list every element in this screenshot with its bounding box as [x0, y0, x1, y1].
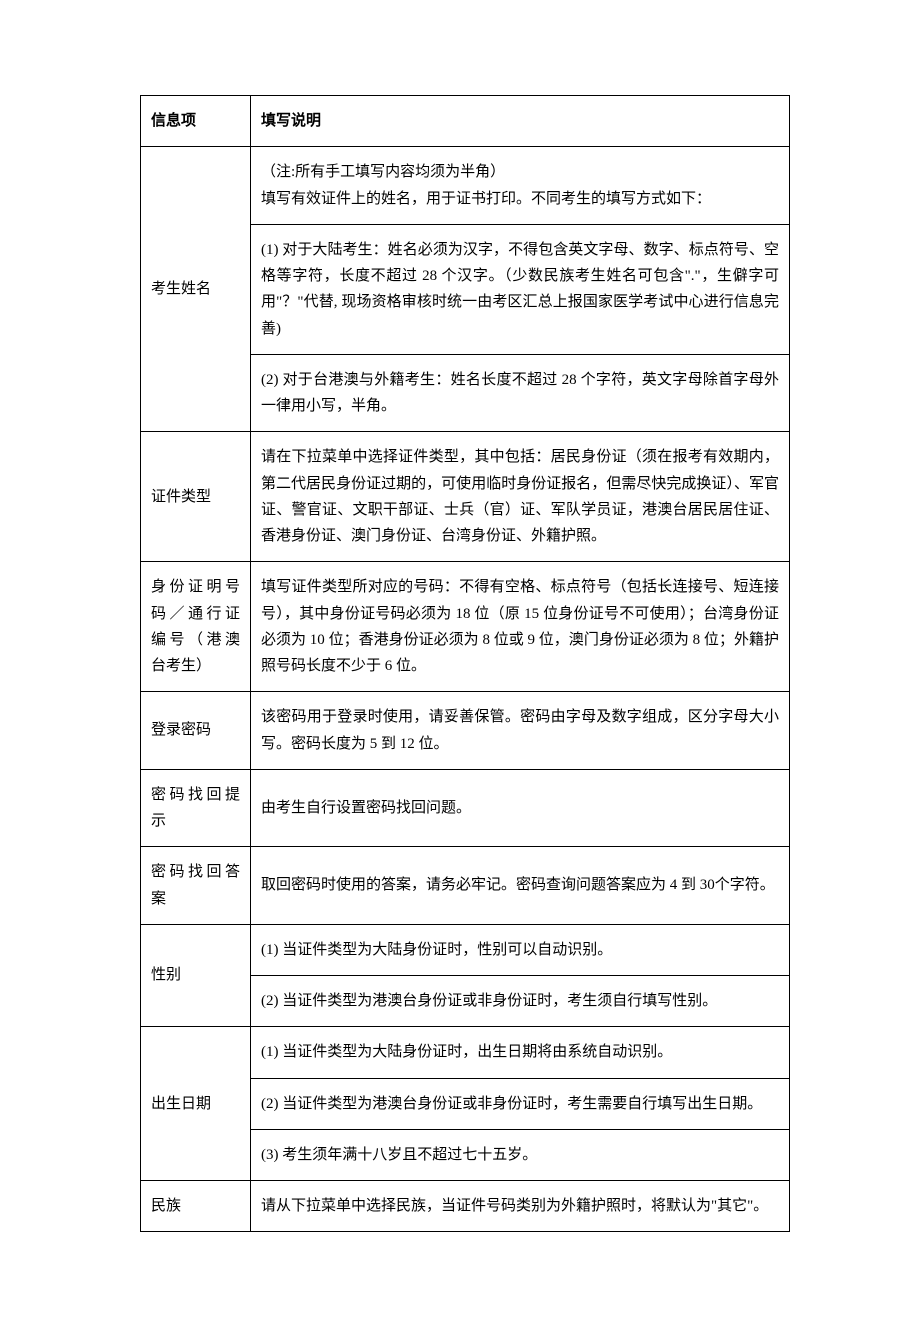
info-table: 信息项 填写说明 考生姓名 （注:所有手工填写内容均须为半角）填写有效证件上的姓… [140, 95, 790, 1232]
row-label: 出生日期 [141, 1027, 251, 1181]
row-label: 民族 [141, 1181, 251, 1232]
row-cell: (1) 当证件类型为大陆身份证时，性别可以自动识别。 [251, 924, 790, 975]
row-cell: (2) 当证件类型为港澳台身份证或非身份证时，考生需要自行填写出生日期。 [251, 1078, 790, 1129]
row-label: 性别 [141, 924, 251, 1027]
table-row: 证件类型 请在下拉菜单中选择证件类型，其中包括：居民身份证（须在报考有效期内，第… [141, 432, 790, 562]
row-cell: 填写证件类型所对应的号码：不得有空格、标点符号（包括长连接号、短连接号），其中身… [251, 562, 790, 692]
row-cell: 请在下拉菜单中选择证件类型，其中包括：居民身份证（须在报考有效期内，第二代居民身… [251, 432, 790, 562]
row-cell: (1) 对于大陆考生：姓名必须为汉字，不得包含英文字母、数字、标点符号、空格等字… [251, 224, 790, 354]
header-col1: 信息项 [141, 96, 251, 147]
row-cell: （注:所有手工填写内容均须为半角）填写有效证件上的姓名，用于证书打印。不同考生的… [251, 147, 790, 225]
table-row: 密码找回提示 由考生自行设置密码找回问题。 [141, 769, 790, 847]
table-header-row: 信息项 填写说明 [141, 96, 790, 147]
table-row: 民族 请从下拉菜单中选择民族，当证件号码类别为外籍护照时，将默认为"其它"。 [141, 1181, 790, 1232]
table-row: 性别 (1) 当证件类型为大陆身份证时，性别可以自动识别。 [141, 924, 790, 975]
row-cell: (2) 当证件类型为港澳台身份证或非身份证时，考生须自行填写性别。 [251, 976, 790, 1027]
header-col2: 填写说明 [251, 96, 790, 147]
row-label: 密码找回答案 [141, 847, 251, 925]
table-row: 考生姓名 （注:所有手工填写内容均须为半角）填写有效证件上的姓名，用于证书打印。… [141, 147, 790, 225]
row-cell: 该密码用于登录时使用，请妥善保管。密码由字母及数字组成，区分字母大小写。密码长度… [251, 692, 790, 770]
table-row: 身份证明号码／通行证编号（港澳台考生） 填写证件类型所对应的号码：不得有空格、标… [141, 562, 790, 692]
row-cell: 由考生自行设置密码找回问题。 [251, 769, 790, 847]
row-label: 登录密码 [141, 692, 251, 770]
table-row: 出生日期 (1) 当证件类型为大陆身份证时，出生日期将由系统自动识别。 [141, 1027, 790, 1078]
row-cell: 请从下拉菜单中选择民族，当证件号码类别为外籍护照时，将默认为"其它"。 [251, 1181, 790, 1232]
row-cell: (1) 当证件类型为大陆身份证时，出生日期将由系统自动识别。 [251, 1027, 790, 1078]
row-label: 身份证明号码／通行证编号（港澳台考生） [141, 562, 251, 692]
table-row: 登录密码 该密码用于登录时使用，请妥善保管。密码由字母及数字组成，区分字母大小写… [141, 692, 790, 770]
row-label: 证件类型 [141, 432, 251, 562]
row-label: 考生姓名 [141, 147, 251, 432]
row-cell: (3) 考生须年满十八岁且不超过七十五岁。 [251, 1129, 790, 1180]
row-cell: (2) 对于台港澳与外籍考生：姓名长度不超过 28 个字符，英文字母除首字母外一… [251, 354, 790, 432]
row-label: 密码找回提示 [141, 769, 251, 847]
table-row: 密码找回答案 取回密码时使用的答案，请务必牢记。密码查询问题答案应为 4 到 3… [141, 847, 790, 925]
row-cell: 取回密码时使用的答案，请务必牢记。密码查询问题答案应为 4 到 30个字符。 [251, 847, 790, 925]
